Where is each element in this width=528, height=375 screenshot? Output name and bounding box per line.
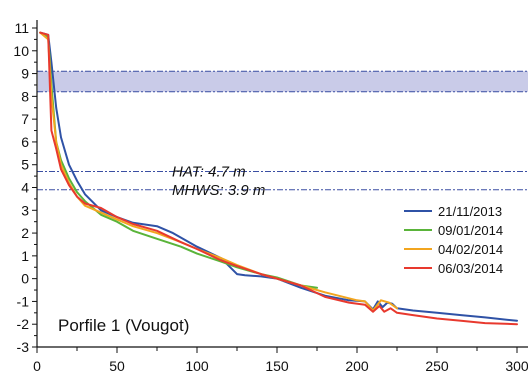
series-lines xyxy=(39,31,518,326)
x-tick-label: 50 xyxy=(109,358,125,374)
y-tick-label: -3 xyxy=(17,339,30,355)
profile-annotation: Porfile 1 (Vougot) xyxy=(58,316,189,335)
reference-line-label: MHWS: 3.9 m xyxy=(172,182,265,199)
y-tick-label: 10 xyxy=(13,43,29,59)
legend: 21/11/2013 09/01/2014 04/02/2014 06/03/2014 xyxy=(404,204,503,276)
y-tick-label: -1 xyxy=(17,293,30,309)
legend-label: 06/03/2014 xyxy=(438,261,503,276)
x-tick-label: 250 xyxy=(425,358,449,374)
y-tick-label: 8 xyxy=(21,88,29,104)
y-tick-label: 4 xyxy=(21,180,29,196)
y-tick-label: 2 xyxy=(21,225,29,241)
y-tick-label: 9 xyxy=(21,66,29,82)
y-tick-label: 6 xyxy=(21,134,29,150)
band-layer xyxy=(37,70,528,93)
y-tick-label: 11 xyxy=(14,20,29,36)
legend-label: 04/02/2014 xyxy=(438,242,503,257)
y-tick-label: 7 xyxy=(21,111,29,127)
y-tick-label: 3 xyxy=(21,202,29,218)
y-tick-label: 1 xyxy=(21,248,29,264)
x-tick-label: 100 xyxy=(185,358,209,374)
y-tick-label: -2 xyxy=(17,316,30,332)
y-tick-label: 0 xyxy=(21,271,29,287)
legend-label: 09/01/2014 xyxy=(438,223,503,238)
x-tick-label: 0 xyxy=(33,358,41,374)
x-tick-label: 150 xyxy=(265,358,289,374)
x-tick-label: 300 xyxy=(505,358,528,374)
legend-label: 21/11/2013 xyxy=(438,204,502,219)
series-line-06/03/2014 xyxy=(39,31,518,326)
y-tick-label: 5 xyxy=(21,157,29,173)
tidal-band xyxy=(38,71,528,92)
reference-line-label: HAT: 4.7 m xyxy=(172,164,246,181)
x-tick-label: 200 xyxy=(345,358,369,374)
